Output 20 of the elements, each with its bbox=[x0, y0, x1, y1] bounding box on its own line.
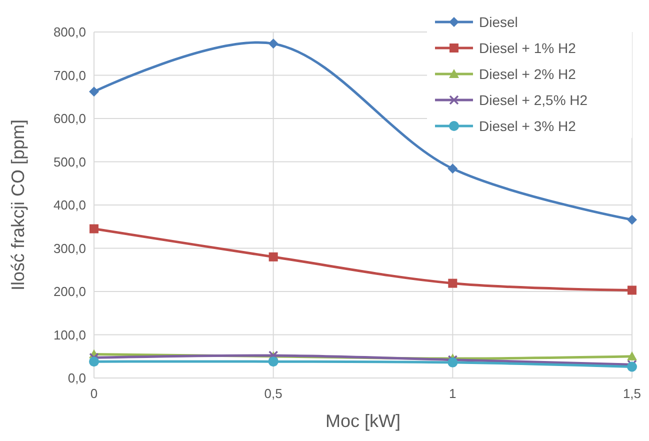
y-tick-label: 800,0 bbox=[53, 24, 86, 40]
legend-label: Diesel + 1% H2 bbox=[479, 40, 576, 56]
x-tick-label: 1 bbox=[449, 386, 456, 401]
x-axis-title: Moc [kW] bbox=[326, 411, 400, 431]
x-tick-label: 1,5 bbox=[622, 386, 642, 401]
y-axis-title: Ilość frakcji CO [ppm] bbox=[8, 119, 28, 291]
x-tick-label: 0,5 bbox=[264, 386, 282, 401]
y-tick-label: 0,0 bbox=[68, 370, 86, 386]
legend-label: Diesel + 2% H2 bbox=[479, 66, 576, 82]
y-tick-label: 600,0 bbox=[53, 111, 86, 126]
y-tick-label: 100,0 bbox=[53, 327, 86, 342]
y-tick-label: 400,0 bbox=[53, 198, 86, 213]
legend-label: Diesel bbox=[479, 14, 518, 30]
y-tick-label: 500,0 bbox=[53, 154, 86, 170]
x-tick-label: 0 bbox=[90, 386, 98, 401]
legend-label: Diesel + 2,5% H2 bbox=[479, 92, 588, 108]
y-tick-label: 300,0 bbox=[53, 240, 86, 256]
legend-label: Diesel + 3% H2 bbox=[479, 118, 576, 134]
y-tick-label: 700,0 bbox=[53, 68, 86, 83]
y-tick-label: 200,0 bbox=[53, 284, 86, 300]
